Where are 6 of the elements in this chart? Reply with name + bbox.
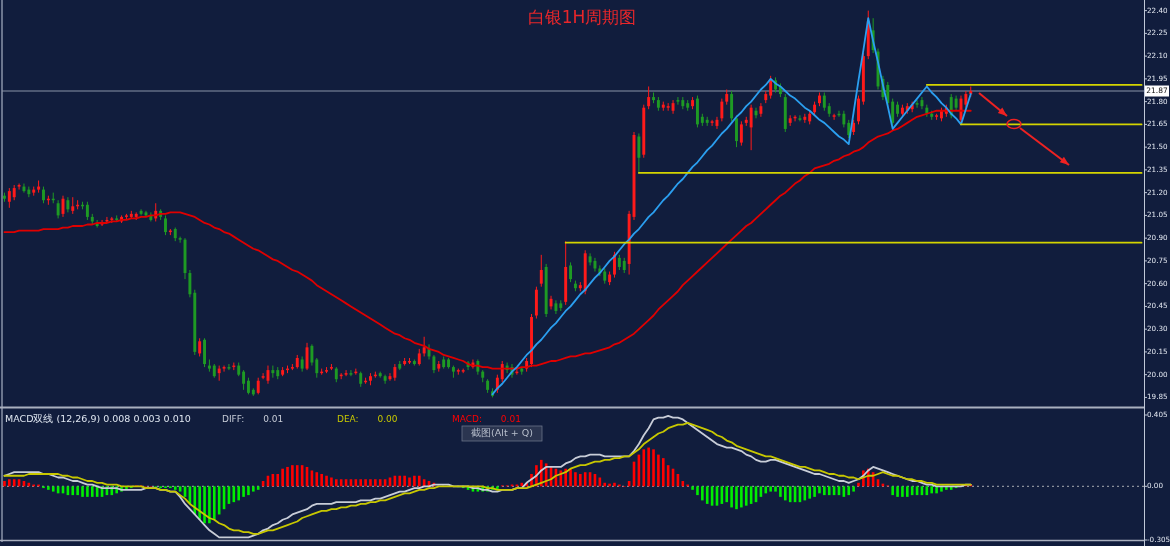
text: DEA: 0.00 (337, 414, 398, 424)
annotation: 截图(Alt + Q) (471, 427, 533, 438)
chart-title: MACD双线 (12,26,9) 0.008 0.003 0.010 (5, 413, 191, 424)
text: DIFF: 0.01 (222, 414, 284, 424)
text: 白银1H周期图 (527, 7, 637, 27)
text: MACD: 0.01 (452, 414, 521, 424)
